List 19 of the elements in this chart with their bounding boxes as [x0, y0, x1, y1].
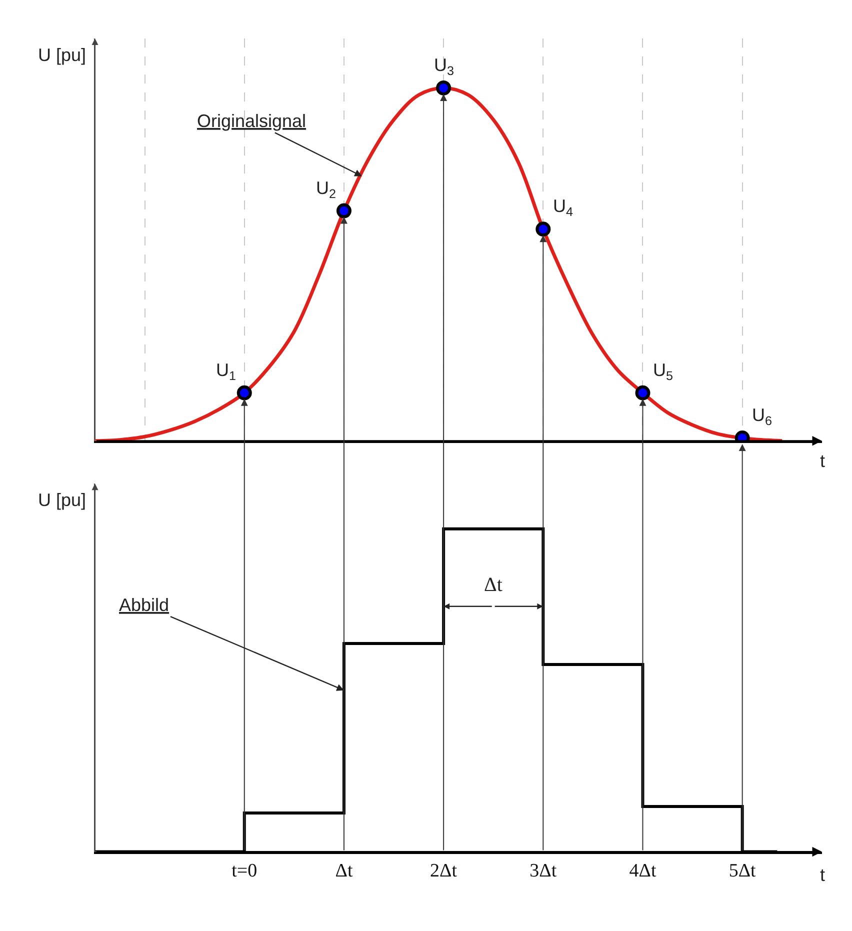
- x-axis-title: t: [820, 451, 826, 471]
- y-axis-title: U [pu]: [38, 45, 86, 65]
- annotation: Δt: [484, 574, 503, 596]
- annotation: U$_{1}$: [216, 360, 236, 383]
- annotation: Abbild: [119, 595, 170, 615]
- annotation: U$_{5}$: [653, 360, 674, 383]
- annotation: U$_{2}$: [316, 178, 336, 201]
- x-tick-label: Δt: [335, 860, 354, 882]
- x-tick-label: 3Δt: [530, 860, 558, 882]
- y-axis-title: U [pu]: [38, 490, 86, 510]
- annotation: Originalsignal: [197, 111, 306, 131]
- x-tick-label: 5Δt: [728, 860, 757, 882]
- annotation: U$_{4}$: [553, 196, 574, 219]
- annotation: U$_{3}$: [434, 55, 454, 78]
- x-tick-label: 2Δt: [430, 860, 458, 882]
- annotation: U$_{6}$: [752, 405, 772, 428]
- x-axis-title: t: [820, 865, 826, 885]
- x-tick-label: t=0: [232, 860, 258, 882]
- x-tick-label: 4Δt: [629, 860, 657, 882]
